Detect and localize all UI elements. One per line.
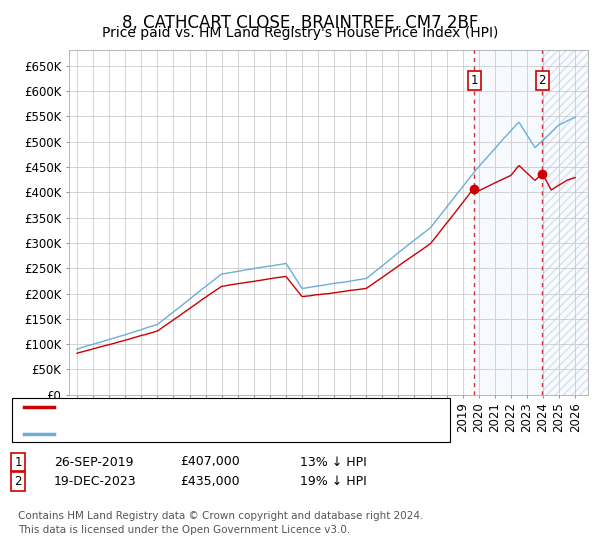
Text: 19% ↓ HPI: 19% ↓ HPI (300, 475, 367, 488)
Text: 26-SEP-2019: 26-SEP-2019 (54, 455, 133, 469)
Text: 8, CATHCART CLOSE, BRAINTREE, CM7 2BF: 8, CATHCART CLOSE, BRAINTREE, CM7 2BF (122, 14, 478, 32)
Text: 2: 2 (539, 74, 546, 87)
Text: 2: 2 (14, 475, 22, 488)
Text: 1: 1 (470, 74, 478, 87)
Text: Price paid vs. HM Land Registry's House Price Index (HPI): Price paid vs. HM Land Registry's House … (102, 26, 498, 40)
Text: HPI: Average price, detached house, Braintree: HPI: Average price, detached house, Brai… (60, 427, 350, 441)
Bar (543, 50, 588, 395)
Text: £435,000: £435,000 (180, 475, 239, 488)
Text: 1: 1 (14, 455, 22, 469)
Text: Contains HM Land Registry data © Crown copyright and database right 2024.
This d: Contains HM Land Registry data © Crown c… (18, 511, 424, 535)
Bar (543, 50, 588, 395)
Text: 13% ↓ HPI: 13% ↓ HPI (300, 455, 367, 469)
Bar (475, 50, 542, 395)
Text: £407,000: £407,000 (180, 455, 240, 469)
Text: 8, CATHCART CLOSE, BRAINTREE, CM7 2BF (detached house): 8, CATHCART CLOSE, BRAINTREE, CM7 2BF (d… (60, 400, 443, 414)
Text: 19-DEC-2023: 19-DEC-2023 (54, 475, 137, 488)
